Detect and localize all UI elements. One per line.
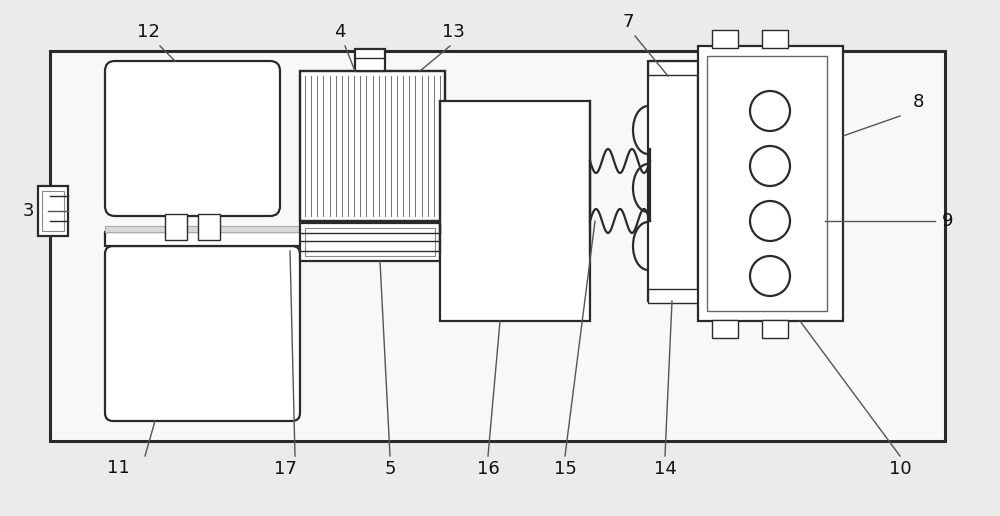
Text: 10: 10 [889,460,911,478]
Text: 17: 17 [274,460,296,478]
Text: 11: 11 [107,459,129,477]
Bar [440,101,590,321]
Bar [42,191,64,231]
Bar [300,71,445,221]
Circle shape [750,91,790,131]
Text: 7: 7 [622,13,634,31]
Bar [38,186,68,236]
Text: 16: 16 [477,460,499,478]
Bar [648,61,698,301]
Bar [698,46,843,321]
FancyBboxPatch shape [105,61,280,216]
Text: 14: 14 [654,460,676,478]
Text: 13: 13 [442,23,464,41]
Bar [712,30,738,48]
Bar [648,61,698,75]
Bar [165,214,187,240]
Bar [198,214,220,240]
Text: 12: 12 [137,23,159,41]
Bar [50,51,945,441]
Text: 9: 9 [942,212,954,230]
Bar [105,226,435,232]
Text: 5: 5 [384,460,396,478]
Circle shape [750,146,790,186]
Text: 4: 4 [334,23,346,41]
Text: 3: 3 [22,202,34,220]
Text: 15: 15 [554,460,576,478]
Bar [707,56,827,311]
Bar [762,30,788,48]
Bar [300,71,445,221]
Bar [300,223,440,261]
Bar [105,232,435,246]
Circle shape [750,201,790,241]
Bar [355,49,385,71]
Bar [712,320,738,338]
Bar [762,320,788,338]
FancyBboxPatch shape [105,246,300,421]
Bar [305,228,435,256]
Bar [648,289,698,303]
Circle shape [750,256,790,296]
Text: 8: 8 [912,93,924,111]
